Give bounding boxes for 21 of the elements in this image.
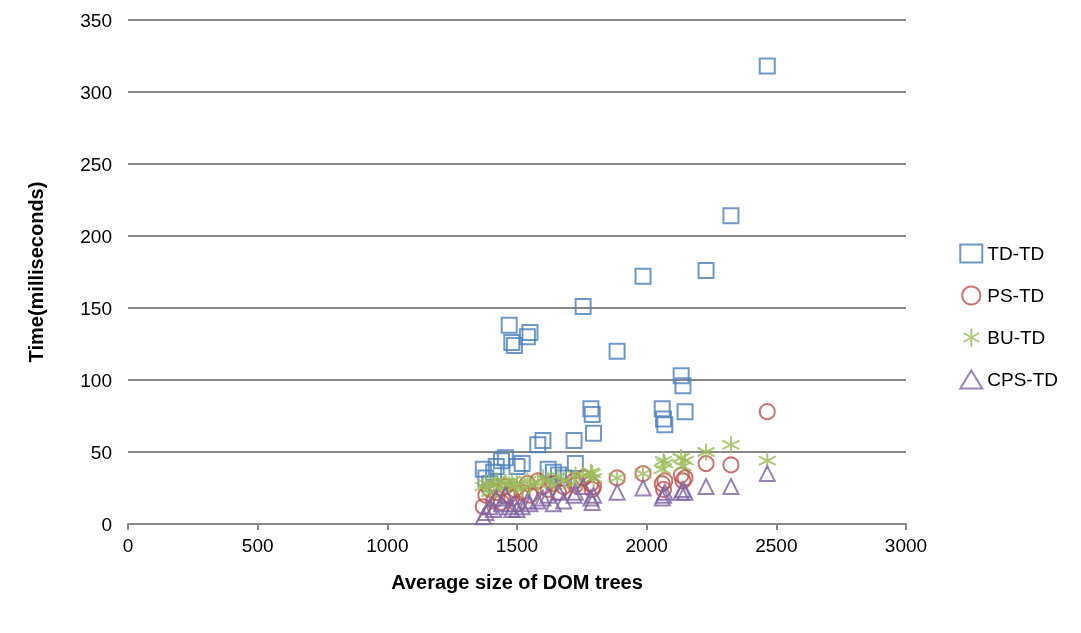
y-tick-label: 50 <box>90 441 112 463</box>
x-tick-label: 2000 <box>625 535 668 556</box>
y-tick-label: 300 <box>80 81 112 103</box>
y-tick-label: 200 <box>80 225 112 247</box>
x-axis-title: Average size of DOM trees <box>391 571 643 593</box>
legend-label: CPS-TD <box>987 369 1059 390</box>
x-tick-label: 3000 <box>884 535 928 556</box>
y-tick-label: 0 <box>101 513 112 535</box>
y-tick-label: 250 <box>80 153 112 175</box>
legend-label: TD-TD <box>987 243 1045 264</box>
x-tick-label: 500 <box>241 535 274 556</box>
x-tick-label: 1500 <box>495 535 539 556</box>
legend-label: PS-TD <box>987 285 1045 306</box>
y-tick-label: 350 <box>80 9 112 31</box>
legend-label: BU-TD <box>987 327 1046 348</box>
x-tick-label: 1000 <box>366 535 409 556</box>
y-tick-label: 150 <box>80 297 112 319</box>
y-tick-label: 100 <box>80 369 112 391</box>
x-tick-label: 0 <box>122 535 134 556</box>
x-tick-label: 2500 <box>755 535 798 556</box>
y-axis-title: Time(milliseconds) <box>25 181 47 363</box>
